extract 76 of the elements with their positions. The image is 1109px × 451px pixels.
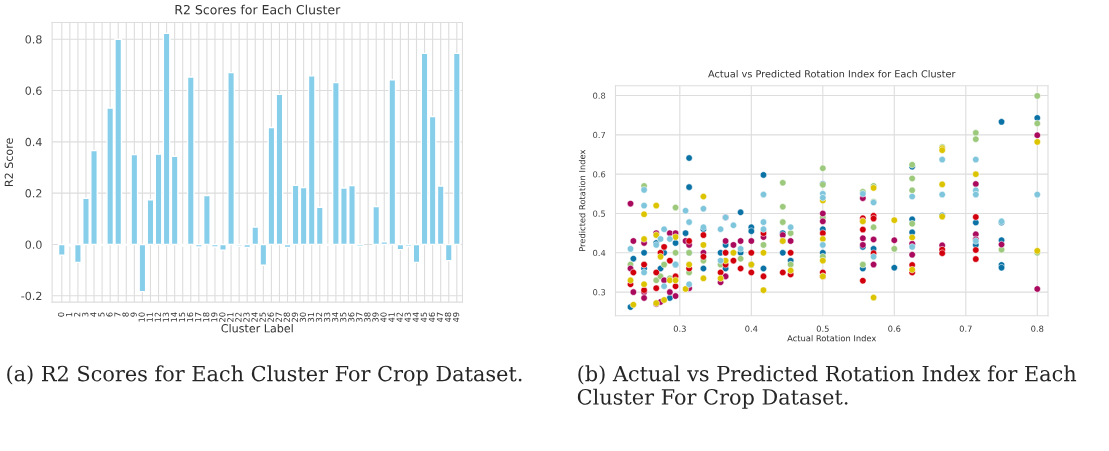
x-tick-label: 9 xyxy=(130,312,137,317)
x-tick-label: 14 xyxy=(170,312,177,322)
x-tick-label: 13 xyxy=(162,312,170,322)
x-tick-label: 41 xyxy=(388,312,395,323)
x-tick-label: 17 xyxy=(195,312,202,322)
x-tick-label: 34 xyxy=(332,312,339,322)
x-tick-label: 11 xyxy=(146,312,153,322)
y-tick-label: 0.3 xyxy=(593,289,606,296)
y-tick-label: 0.6 xyxy=(25,86,42,95)
x-tick-label: 19 xyxy=(211,312,218,322)
x-tick-label: 21 xyxy=(227,312,234,322)
x-tick-label: 23 xyxy=(243,312,250,322)
y-tick-label: 0.5 xyxy=(593,210,606,217)
y-tick-label: 0.8 xyxy=(25,35,42,44)
x-tick-label: 33 xyxy=(323,312,331,322)
x-tick-label: 7 xyxy=(114,312,121,317)
x-tick-label: 16 xyxy=(186,312,194,322)
x-tick-label: 2 xyxy=(74,312,81,317)
x-tick-label: 5 xyxy=(98,312,105,317)
x-tick-label: 43 xyxy=(404,312,411,323)
x-tick-label: 45 xyxy=(420,312,427,323)
x-tick-label: 46 xyxy=(428,312,436,323)
x-tick-label: 0.6 xyxy=(888,325,901,332)
x-tick-label: 0.8 xyxy=(1031,325,1044,332)
x-tick-label: 27 xyxy=(275,312,282,322)
y-tick-label: -0.2 xyxy=(21,291,42,301)
y-tick-label: 0.0 xyxy=(25,240,42,249)
x-tick-label: 36 xyxy=(348,312,355,322)
x-tick-label: 32 xyxy=(315,312,323,322)
x-tick-label: 0.7 xyxy=(959,325,972,332)
x-tick-label: 10 xyxy=(138,312,145,322)
y-axis-title: Predicted Rotation Index xyxy=(578,149,586,251)
x-tick-label: 18 xyxy=(203,312,210,322)
x-tick-label: 0.3 xyxy=(673,325,686,332)
x-tick-label: 42 xyxy=(396,312,403,323)
x-tick-label: 0.5 xyxy=(816,325,829,332)
x-tick-label: 22 xyxy=(235,312,242,322)
y-tick-label: 0.4 xyxy=(593,249,606,257)
x-tick-label: 8 xyxy=(122,312,129,317)
x-tick-label: 25 xyxy=(259,312,266,322)
y-tick-label: 0.4 xyxy=(25,137,42,147)
x-tick-label: 12 xyxy=(154,312,161,322)
y-tick-label: 0.8 xyxy=(593,92,606,99)
text: (a) R2 Scores for Each Cluster For Crop Dataset. xyxy=(7,365,522,386)
x-tick-label: 38 xyxy=(364,312,371,322)
x-tick-label: 20 xyxy=(219,312,226,322)
y-tick-label: 0.7 xyxy=(593,131,606,139)
chart-title: Actual vs Predicted Rotation Index for Each Cluster xyxy=(708,69,956,78)
x-tick-label: 0.4 xyxy=(745,325,758,332)
x-tick-label: 47 xyxy=(436,312,443,323)
x-tick-label: 24 xyxy=(251,312,258,322)
x-tick-label: 1 xyxy=(66,312,73,317)
x-tick-label: 49 xyxy=(452,312,460,323)
x-tick-label: 48 xyxy=(444,312,452,323)
x-tick-label: 37 xyxy=(356,312,363,322)
x-axis-title: Actual Rotation Index xyxy=(787,334,877,342)
x-tick-label: 28 xyxy=(283,312,290,322)
x-tick-label: 29 xyxy=(291,312,298,322)
x-tick-label: 6 xyxy=(106,312,113,317)
x-tick-label: 26 xyxy=(267,312,274,322)
x-tick-label: 44 xyxy=(412,312,419,323)
x-tick-label: 0 xyxy=(57,312,65,317)
x-tick-label: 31 xyxy=(307,312,315,322)
x-tick-label: 39 xyxy=(372,312,379,322)
x-tick-label: 35 xyxy=(340,312,347,322)
x-axis-title: Cluster Label xyxy=(221,323,293,333)
x-tick-label: 4 xyxy=(90,312,97,317)
y-tick-label: 0.6 xyxy=(593,171,606,178)
x-tick-label: 30 xyxy=(299,312,307,322)
x-tick-label: 15 xyxy=(178,312,186,322)
y-tick-label: 0.2 xyxy=(25,189,42,198)
y-axis-title: R2 Score xyxy=(4,138,14,186)
chart-title: R2 Scores for Each Cluster xyxy=(175,4,341,15)
x-tick-label: 40 xyxy=(380,312,387,323)
text: (b) Actual vs Predicted Rotation Index for Each Cluster For Crop Dataset. xyxy=(577,365,1077,409)
x-tick-label: 3 xyxy=(82,312,89,317)
